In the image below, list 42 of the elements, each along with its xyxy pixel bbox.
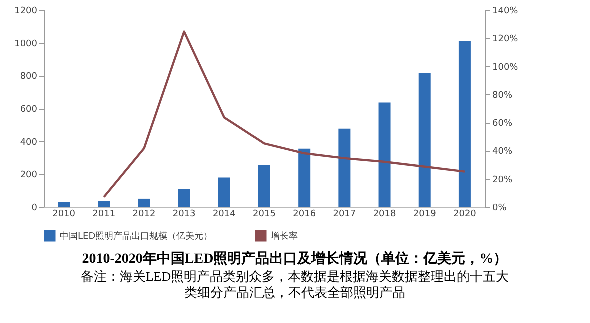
y-tick-label: 1000 [14,39,38,50]
bar [218,178,230,207]
bar [138,198,150,207]
y2-tick-label: 0% [492,204,508,214]
y2-tick-label: 100% [492,62,519,73]
x-tick-label: 2013 [172,210,196,220]
y2-tick-label: 40% [492,147,513,158]
y-tick-label: 400 [20,138,38,148]
y-tick-label: 200 [20,170,38,181]
text: 备注：海关LED照明产品类别众多，本数据是根据海关数据整理出的十五大类细分产品汇总，不代表全部照明产品 [80,269,510,301]
bar [338,128,351,207]
x-tick-label: 2010 [52,210,76,220]
legend-label: 增长率 [270,231,298,242]
bar [258,165,270,207]
x-tick-label: 2019 [413,210,437,220]
bar [298,148,311,207]
y-tick-label: 0 [32,204,38,214]
y-tick-label: 600 [20,105,38,115]
bar [98,201,110,207]
y2-tick-label: 80% [492,90,513,101]
bar [178,188,190,207]
y-tick-label: 1200 [14,6,38,16]
x-tick-label: 2012 [132,210,156,220]
bar [418,73,431,207]
text: 2010-2020年中国LED照明产品出口及增长情况（单位：亿美元，%） [81,250,509,268]
y-tick-label: 800 [20,72,38,82]
x-tick-label: 2020 [454,210,477,220]
bar [58,202,70,207]
bar [378,102,391,207]
y2-tick-label: 60% [492,119,513,130]
x-tick-label: 2016 [293,210,316,220]
y2-tick-label: 140% [492,6,519,16]
bar [458,41,471,207]
x-tick-label: 2018 [373,210,396,220]
legend-label: 中国LED照明产品出口规模（亿美元） [60,231,213,242]
x-tick-label: 2014 [212,210,236,220]
y2-tick-label: 120% [492,34,519,45]
x-tick-label: 2015 [253,210,276,220]
x-tick-label: 2017 [333,210,356,220]
y2-tick-label: 20% [492,175,513,186]
line-series [103,30,466,198]
x-tick-label: 2011 [92,210,116,220]
